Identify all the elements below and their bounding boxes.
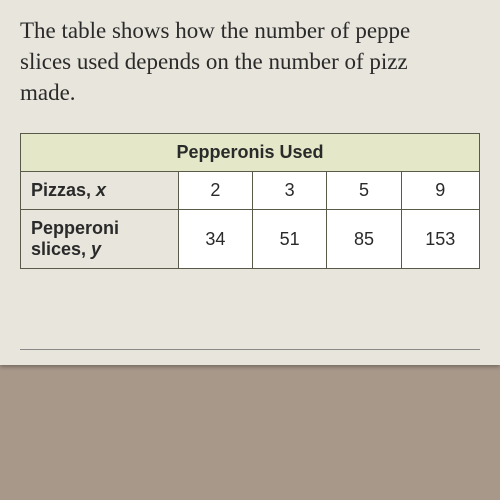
row2-label-text: Pepperoni slices, bbox=[31, 218, 119, 259]
row2-label: Pepperoni slices, y bbox=[21, 210, 179, 269]
textbook-page: The table shows how the number of peppe … bbox=[0, 0, 500, 365]
question-line2: slices used depends on the number of piz… bbox=[20, 49, 408, 74]
question-text: The table shows how the number of peppe … bbox=[20, 15, 480, 108]
pepperonis-table: Pepperonis Used Pizzas, x 2 3 5 9 Pepper… bbox=[20, 133, 480, 269]
row2-var: y bbox=[91, 239, 101, 259]
table-row: Pizzas, x 2 3 5 9 bbox=[21, 172, 480, 210]
table-title: Pepperonis Used bbox=[21, 134, 480, 172]
table-row: Pepperoni slices, y 34 51 85 153 bbox=[21, 210, 480, 269]
row1-cell-3: 9 bbox=[401, 172, 479, 210]
question-line3: made. bbox=[20, 80, 76, 105]
row1-cell-1: 3 bbox=[253, 172, 327, 210]
divider-line bbox=[20, 349, 480, 350]
question-line1: The table shows how the number of peppe bbox=[20, 18, 410, 43]
row2-cell-3: 153 bbox=[401, 210, 479, 269]
row1-var: x bbox=[96, 180, 106, 200]
row1-label-text: Pizzas, bbox=[31, 180, 96, 200]
row1-label: Pizzas, x bbox=[21, 172, 179, 210]
row1-cell-0: 2 bbox=[178, 172, 252, 210]
row2-cell-0: 34 bbox=[178, 210, 252, 269]
row1-cell-2: 5 bbox=[327, 172, 401, 210]
row2-cell-1: 51 bbox=[253, 210, 327, 269]
table-title-row: Pepperonis Used bbox=[21, 134, 480, 172]
row2-cell-2: 85 bbox=[327, 210, 401, 269]
